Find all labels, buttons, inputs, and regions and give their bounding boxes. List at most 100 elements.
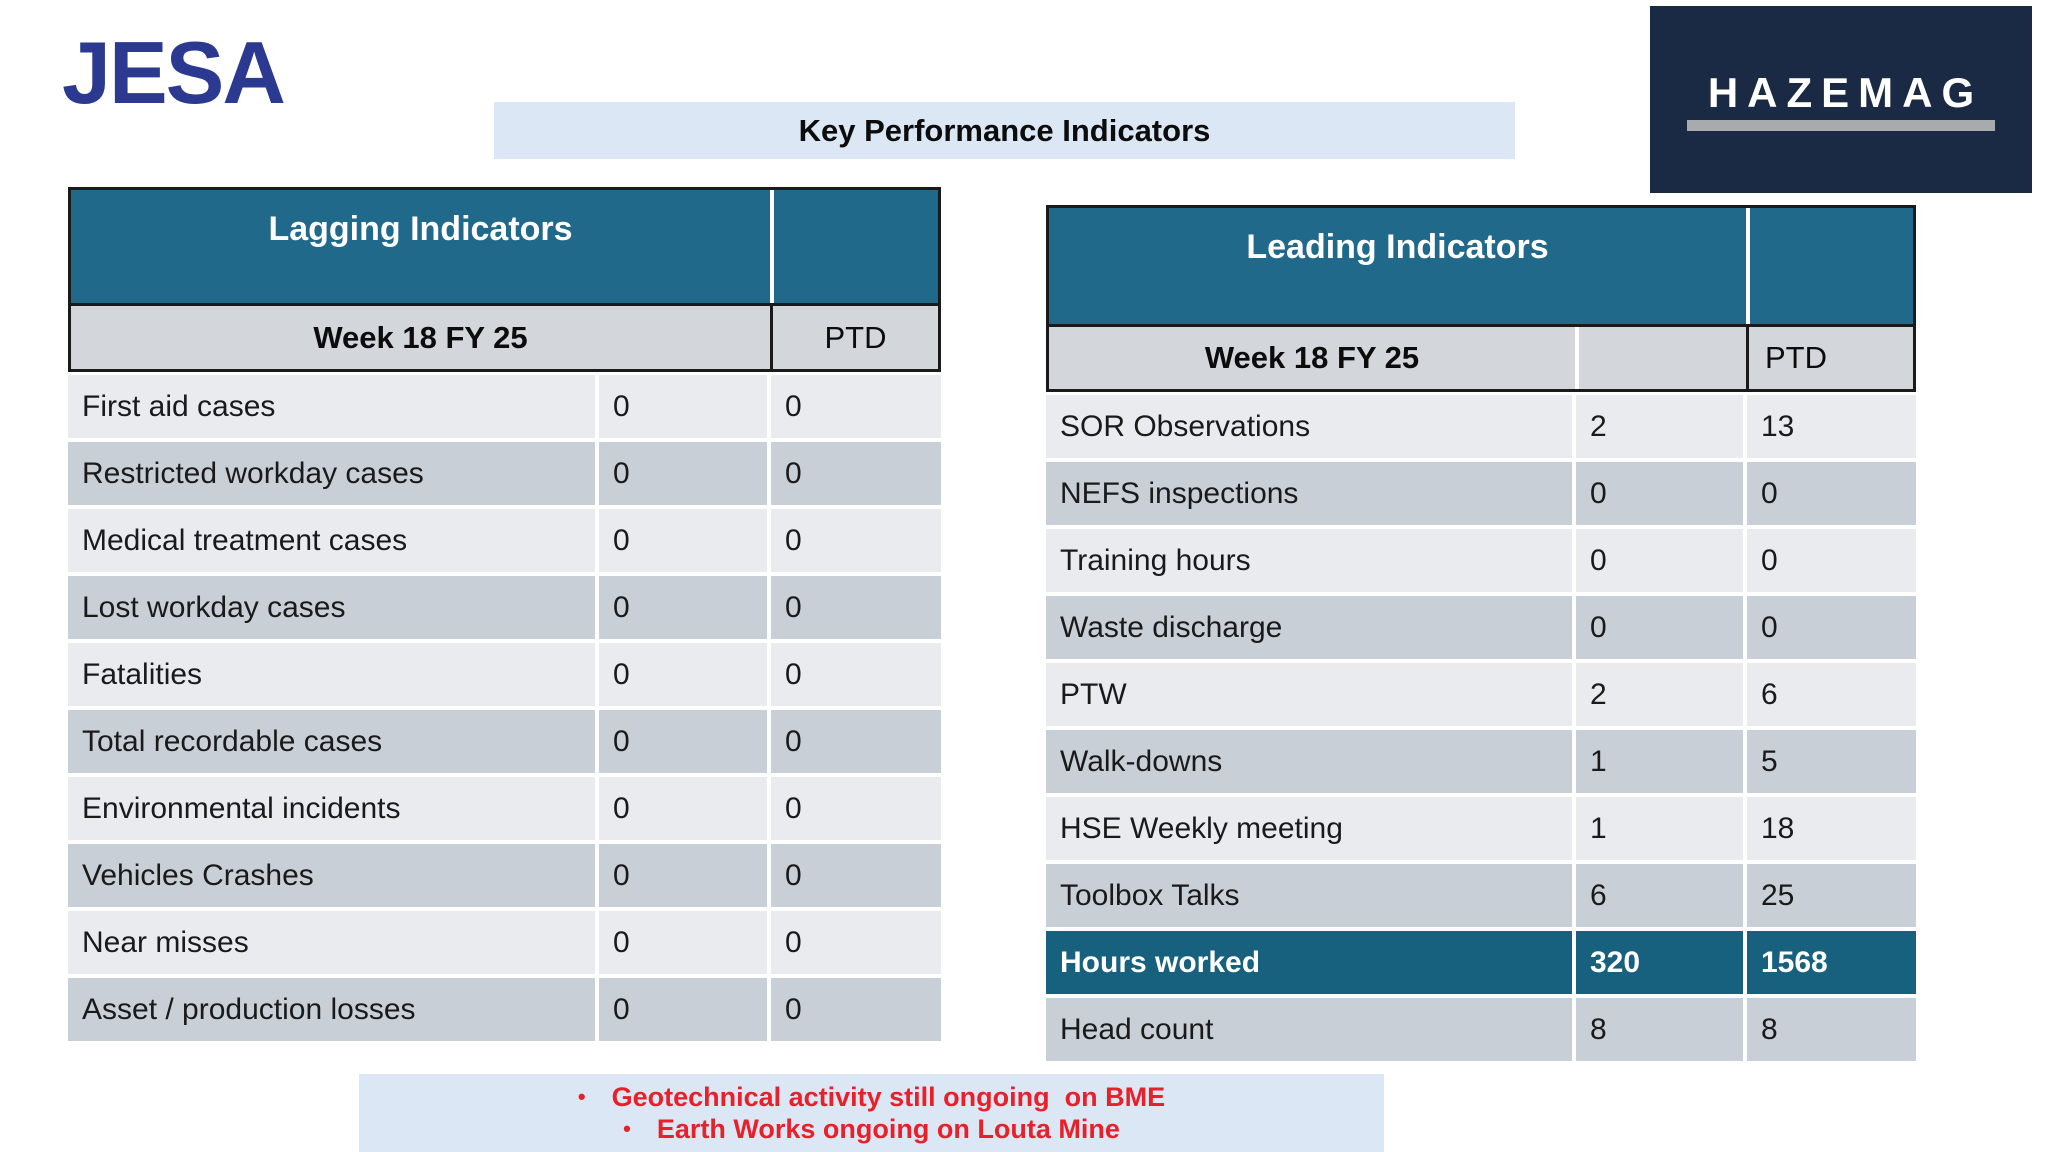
- row-ptd-value: 1568: [1747, 931, 1916, 994]
- table-row: HSE Weekly meeting 1 18: [1046, 797, 1916, 860]
- leading-header-title: Leading Indicators: [1246, 228, 1549, 266]
- lagging-week-row: Week 18 FY 25 PTD: [71, 306, 938, 369]
- table-row: Walk-downs 1 5: [1046, 730, 1916, 793]
- lagging-header-title: Lagging Indicators: [268, 210, 573, 248]
- lagging-week-label: Week 18 FY 25: [313, 319, 528, 355]
- table-row: Vehicles Crashes 0 0: [68, 844, 941, 907]
- row-label: SOR Observations: [1046, 395, 1572, 458]
- leading-table-body: SOR Observations 2 13 NEFS inspections 0 0 Tra…: [1046, 395, 1916, 1061]
- row-ptd-value: 0: [1747, 596, 1916, 659]
- hazemag-wordmark: HAZEMAG: [1707, 68, 1984, 116]
- table-row: Toolbox Talks 6 25: [1046, 864, 1916, 927]
- page-title-band: Key Performance Indicators: [494, 102, 1515, 159]
- row-week-value: 0: [599, 375, 767, 438]
- row-label: HSE Weekly meeting: [1046, 797, 1572, 860]
- lagging-table-header: Lagging Indicators Week 18 FY 25 PTD: [68, 187, 941, 372]
- row-label: Vehicles Crashes: [68, 844, 595, 907]
- lagging-table-body: First aid cases 0 0 Restricted workday case…: [68, 375, 941, 1041]
- table-row: Near misses 0 0: [68, 911, 941, 974]
- row-ptd-value: 18: [1747, 797, 1916, 860]
- row-ptd-value: 0: [771, 643, 941, 706]
- leading-week-value-spacer: [1575, 327, 1746, 389]
- row-ptd-value: 0: [771, 777, 941, 840]
- row-ptd-value: 0: [771, 442, 941, 505]
- row-week-value: 2: [1576, 395, 1743, 458]
- row-week-value: 0: [1576, 596, 1743, 659]
- row-ptd-value: 6: [1747, 663, 1916, 726]
- hazemag-logo: HAZEMAG: [1650, 6, 2032, 193]
- row-ptd-value: 0: [771, 375, 941, 438]
- table-row: First aid cases 0 0: [68, 375, 941, 438]
- lagging-indicators-table: Lagging Indicators Week 18 FY 25 PTD Fir…: [68, 187, 941, 1041]
- lagging-ptd-column-header: PTD: [770, 306, 938, 369]
- jesa-logo: JESA: [62, 23, 286, 122]
- row-label: Restricted workday cases: [68, 442, 595, 505]
- leading-week-label: Week 18 FY 25: [1204, 340, 1420, 375]
- note-text: Earth Works ongoing on Louta Mine: [656, 1113, 1120, 1144]
- table-row: Waste discharge 0 0: [1046, 596, 1916, 659]
- table-row: SOR Observations 2 13: [1046, 395, 1916, 458]
- table-row: Lost workday cases 0 0: [68, 576, 941, 639]
- table-row: Total recordable cases 0 0: [68, 710, 941, 773]
- row-week-value: 0: [599, 509, 767, 572]
- row-ptd-value: 0: [1747, 529, 1916, 592]
- row-ptd-value: 0: [771, 911, 941, 974]
- row-ptd-value: 0: [771, 509, 941, 572]
- row-week-value: 0: [599, 911, 767, 974]
- row-ptd-value: 0: [771, 844, 941, 907]
- row-label: Hours worked: [1046, 931, 1572, 994]
- leading-ptd-column-header: PTD: [1746, 327, 1916, 389]
- row-label: Fatalities: [68, 643, 595, 706]
- row-week-value: 2: [1576, 663, 1743, 726]
- row-week-value: 1: [1576, 797, 1743, 860]
- row-week-value: 6: [1576, 864, 1743, 927]
- row-ptd-value: 13: [1747, 395, 1916, 458]
- row-week-value: 320: [1576, 931, 1743, 994]
- row-label: First aid cases: [68, 375, 595, 438]
- table-row: Environmental incidents 0 0: [68, 777, 941, 840]
- leading-table-header: Leading Indicators Week 18 FY 25 PTD: [1046, 205, 1916, 392]
- row-label: Medical treatment cases: [68, 509, 595, 572]
- note-line: • Geotechnical activity still ongoing on …: [578, 1082, 1165, 1113]
- lagging-header-row: Lagging Indicators: [71, 190, 938, 306]
- row-week-value: 0: [599, 777, 767, 840]
- leading-indicators-table: Leading Indicators Week 18 FY 25 PTD SOR…: [1046, 205, 1916, 1061]
- hazemag-underline: [1687, 119, 1995, 131]
- row-ptd-value: 5: [1747, 730, 1916, 793]
- row-week-value: 0: [599, 643, 767, 706]
- table-row: Restricted workday cases 0 0: [68, 442, 941, 505]
- row-ptd-value: 0: [771, 710, 941, 773]
- leading-header-row: Leading Indicators: [1049, 208, 1913, 327]
- row-label: Waste discharge: [1046, 596, 1572, 659]
- row-ptd-value: 0: [771, 978, 941, 1041]
- row-label: Environmental incidents: [68, 777, 595, 840]
- leading-header-ptd-spacer: [1746, 208, 1913, 324]
- row-week-value: 1: [1576, 730, 1743, 793]
- table-row: Fatalities 0 0: [68, 643, 941, 706]
- row-week-value: 0: [1576, 462, 1743, 525]
- bullet-icon: •: [577, 1084, 586, 1109]
- row-ptd-value: 0: [771, 576, 941, 639]
- row-ptd-value: 8: [1747, 998, 1916, 1061]
- leading-week-row: Week 18 FY 25 PTD: [1049, 327, 1913, 389]
- row-label: Total recordable cases: [68, 710, 595, 773]
- row-label: Walk-downs: [1046, 730, 1572, 793]
- table-row: Medical treatment cases 0 0: [68, 509, 941, 572]
- row-week-value: 0: [599, 442, 767, 505]
- row-label: Asset / production losses: [68, 978, 595, 1041]
- table-row: Training hours 0 0: [1046, 529, 1916, 592]
- row-week-value: 0: [599, 844, 767, 907]
- row-ptd-value: 25: [1747, 864, 1916, 927]
- row-label: Lost workday cases: [68, 576, 595, 639]
- page-title: Key Performance Indicators: [798, 112, 1211, 148]
- row-week-value: 0: [599, 710, 767, 773]
- table-row: NEFS inspections 0 0: [1046, 462, 1916, 525]
- bullet-icon: •: [623, 1116, 631, 1141]
- table-row: Hours worked 320 1568: [1046, 931, 1916, 994]
- row-week-value: 8: [1576, 998, 1743, 1061]
- row-label: Head count: [1046, 998, 1572, 1061]
- note-line: • Earth Works ongoing on Louta Mine: [623, 1114, 1120, 1145]
- row-ptd-value: 0: [1747, 462, 1916, 525]
- row-week-value: 0: [1576, 529, 1743, 592]
